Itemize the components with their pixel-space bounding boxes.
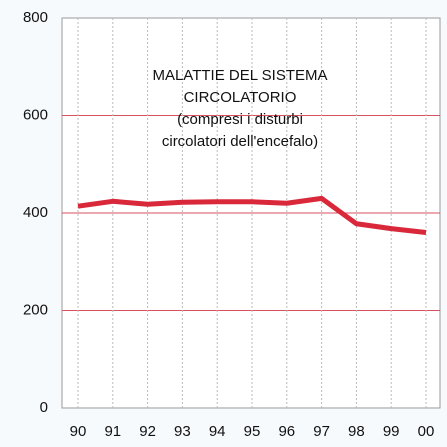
x-tick-label: 90 <box>70 423 87 440</box>
x-tick-label: 97 <box>313 423 330 440</box>
chart-title: MALATTIE DEL SISTEMA <box>152 67 327 84</box>
x-tick-label: 99 <box>383 423 400 440</box>
x-tick-label: 95 <box>244 423 261 440</box>
chart-title: circolatori dell'encefalo) <box>162 133 318 150</box>
x-tick-label: 96 <box>278 423 295 440</box>
x-tick-label: 91 <box>104 423 121 440</box>
y-tick-label: 200 <box>23 301 48 318</box>
x-tick-label: 93 <box>174 423 191 440</box>
x-tick-label: 92 <box>139 423 156 440</box>
y-tick-label: 800 <box>23 9 48 26</box>
y-tick-label: 600 <box>23 106 48 123</box>
line <box>77 195 427 235</box>
chart-title: CIRCOLATORIO <box>184 89 297 106</box>
x-tick-label: 00 <box>418 423 435 440</box>
chart-title: (compresi i disturbi <box>177 111 303 128</box>
y-tick-label: 0 <box>40 399 48 416</box>
x-tick-label: 94 <box>209 423 226 440</box>
y-tick-label: 400 <box>23 204 48 221</box>
x-tick-label: 98 <box>348 423 365 440</box>
